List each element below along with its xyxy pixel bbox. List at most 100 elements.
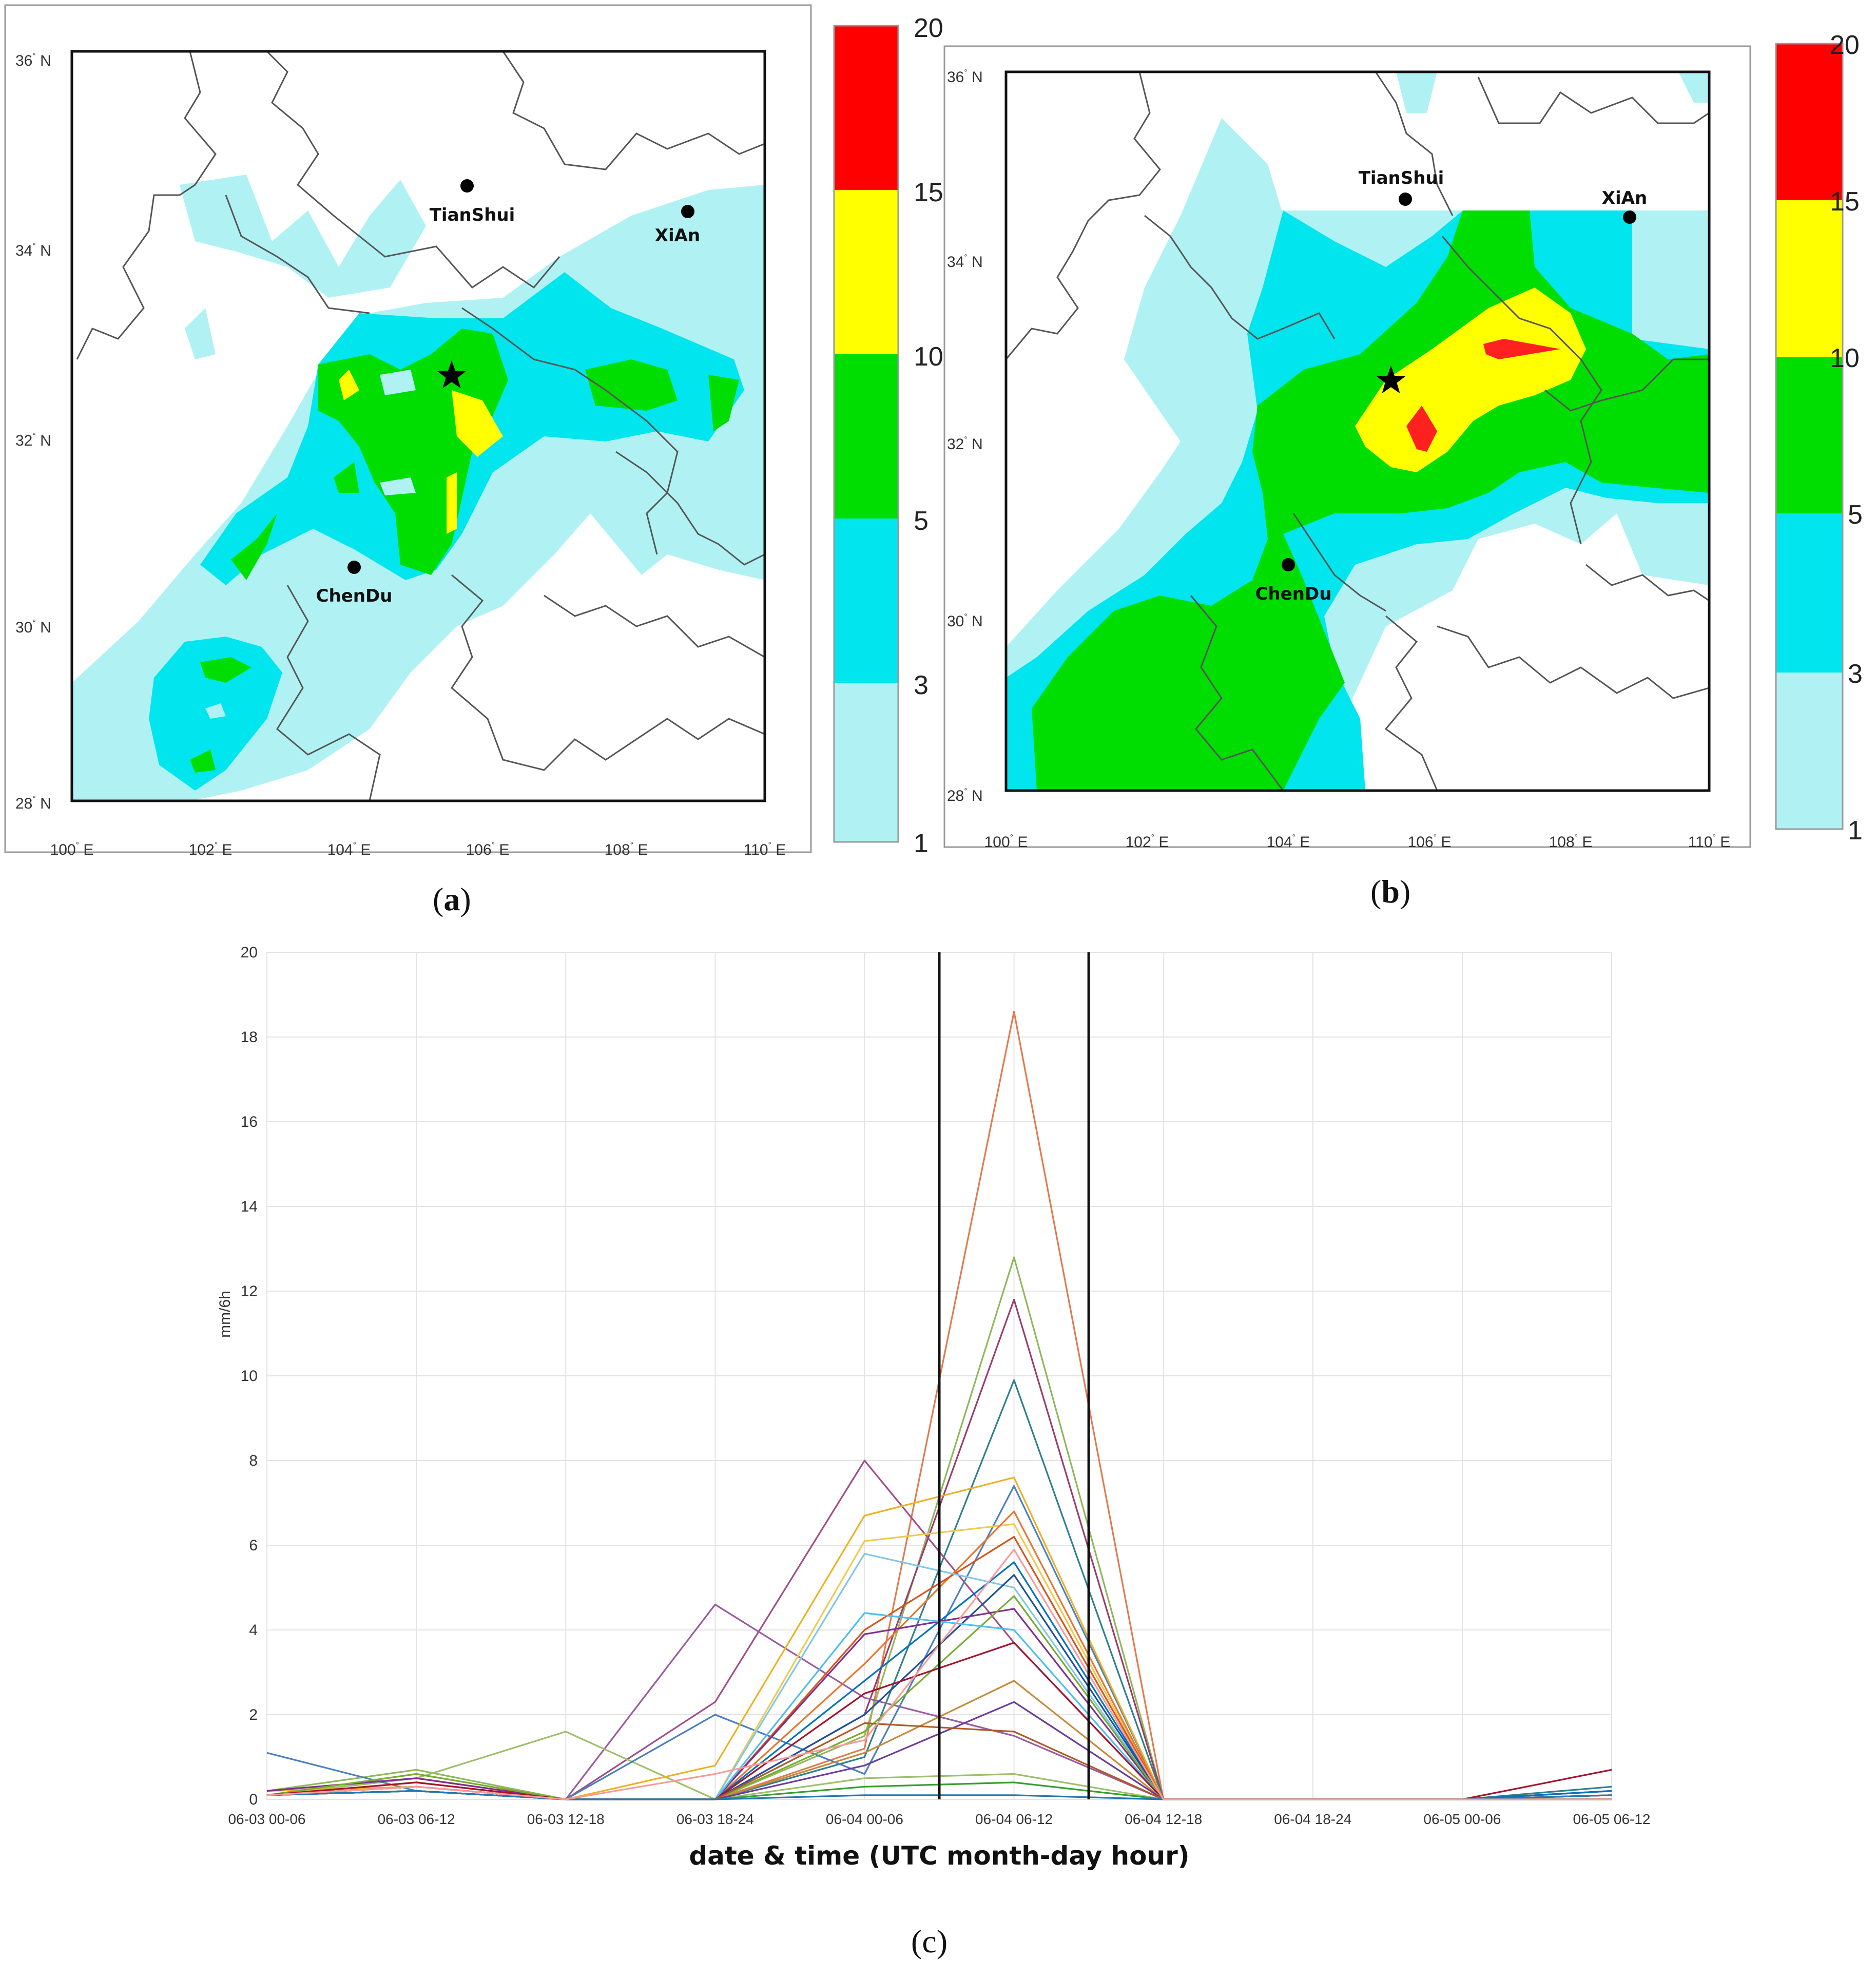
svg-text:100° E: 100° E [984,833,1028,851]
lon-suffix-b-102: E [1158,834,1169,851]
svg-text:30° N: 30° N [15,619,51,636]
colorbar-a-swatch-5-10 [834,354,898,519]
svg-text:28° N: 28° N [947,787,983,804]
colorbar-a-swatch-15-20 [834,26,898,190]
line-chart-c: 0 2 4 6 8 10 12 14 16 18 20 06-03 00-06 06-03 06-12… [217,944,1651,1871]
svg-text:104° E: 104° E [327,841,371,858]
y-axis-label: mm/6h [217,1291,234,1338]
colorbar-b-swatch-15-20 [1776,44,1843,200]
y-tick-label: 20 [241,944,258,961]
lat-tick-a-36: 36 [15,52,32,69]
epicenter-star-icon-b [1376,366,1406,394]
y-tick-label: 12 [241,1283,258,1300]
city-marker-xian-b [1623,210,1636,224]
lon-suffix-b-104: E [1300,834,1310,851]
svg-text:32° N: 32° N [947,435,983,453]
lat-tick-b-32: 32 [947,436,964,453]
x-axis-label: date & time (UTC month-day hour) [689,1841,1189,1871]
panel-label-c-letter: c [922,1923,937,1960]
lon-tick-b-104: 104 [1267,834,1292,851]
x-tick-label: 06-04 12-18 [1125,1811,1202,1827]
map-a-band-10-15-3 [339,370,359,400]
colorbar-a-label-10: 10 [914,342,943,372]
lat-tick-b-30: 30 [947,613,964,630]
x-tick-label: 06-03 06-12 [378,1811,455,1827]
svg-text:34° N: 34° N [947,253,983,271]
map-panel-b: TianShui XiAn ChenDu 36° N 34° N 32° N 3… [943,30,1863,851]
colorbar-a-swatch-3-5 [834,519,898,683]
window-lines [938,952,1090,1799]
lat-tick-a-28: 28 [15,795,32,812]
lon-suffix-a-108: E [637,841,648,858]
lon-tick-a-100: 100 [50,841,76,858]
svg-text:106° E: 106° E [1408,833,1452,851]
lat-suffix-a-30: N [40,619,51,636]
map-b-lon-ticks: 100° E 102° E 104° E 106° E 108° E 110° … [984,833,1731,851]
epicenter-star-icon-a [437,360,467,389]
lat-tick-b-34: 34 [947,254,964,271]
map-a-light-spot-1 [380,370,416,395]
y-tick-label: 8 [249,1452,258,1469]
city-marker-tianshui-a [460,179,474,193]
city-marker-xian-a [681,205,694,218]
lat-tick-b-36: 36 [947,69,964,86]
panel-label-c-open: ( [911,1923,922,1960]
map-a-band-5-10-sw [200,657,252,683]
svg-text:106° E: 106° E [466,841,510,858]
lon-tick-b-100: 100 [984,834,1010,851]
map-panel-a: TianShui XiAn ChenDu 36° N 34° N 32° N 3… [4,4,943,858]
map-b-band-15-20-2 [1406,406,1437,452]
lat-suffix-b-34: N [972,254,983,271]
lon-tick-a-108: 108 [605,841,630,858]
colorbar-a-label-3: 3 [914,670,929,700]
lat-tick-a-34: 34 [15,242,32,259]
map-a-band-5-10-far-east [708,375,739,431]
map-a-boundaries [76,51,765,801]
x-tick-label: 06-05 06-12 [1573,1811,1650,1827]
lat-suffix-a-36: N [40,52,51,69]
map-b-band-15-20 [1483,339,1560,359]
svg-text:108° E: 108° E [1549,833,1593,851]
colorbar-b-label-10: 10 [1830,343,1860,373]
map-a-band-5-10-sw2 [190,750,216,773]
map-a-light-spot-3 [205,703,226,719]
lon-suffix-a-106: E [499,841,509,858]
svg-text:28° N: 28° N [15,795,51,812]
lat-suffix-a-32: N [40,432,51,449]
city-marker-chendu-b [1282,558,1295,571]
map-b-band-1-3-ne [1678,72,1709,103]
map-b-fill [1006,72,1709,791]
svg-text:108° E: 108° E [605,841,648,858]
svg-text:110° E: 110° E [744,841,786,858]
x-tick-label: 06-04 00-06 [826,1811,903,1827]
lon-suffix-b-100: E [1017,834,1028,851]
lat-suffix-b-36: N [972,69,983,86]
y-tick-label: 16 [241,1114,258,1130]
lat-tick-a-30: 30 [15,619,32,636]
colorbar-b-label-3: 3 [1848,659,1863,689]
map-a-band-10-15-2 [447,472,457,534]
svg-text:34° N: 34° N [15,242,51,259]
map-a-band-5-10-west [231,513,277,580]
map-a-band-10-15 [452,390,503,457]
panel-label-c: (c) [911,1923,947,1961]
map-a-band-5-10-mid [334,462,359,493]
y-tick-label: 0 [249,1791,258,1808]
colorbar-b-swatch-1-3 [1776,673,1843,829]
colorbar-b-swatch-3-5 [1776,513,1843,673]
x-axis-ticks: 06-03 00-06 06-03 06-12 06-03 12-18 06-03 1… [228,1811,1650,1827]
map-b-lat-ticks: 36° N 34° N 32° N 30° N 28° N [947,68,983,804]
lon-suffix-b-108: E [1582,834,1592,851]
panel-label-b-close: ) [1399,873,1411,910]
city-marker-tianshui-b [1399,193,1412,206]
lat-tick-b-28: 28 [947,788,964,804]
x-tick-label: 06-03 18-24 [676,1811,754,1827]
map-a-light-spot-2 [380,477,416,495]
lon-suffix-b-110: E [1720,834,1730,851]
lat-suffix-b-32: N [972,436,983,453]
panel-label-a: (a) [433,880,471,918]
colorbar-a: 20 15 10 5 3 1 [833,13,943,858]
map-b-band-1-3-north [1396,72,1437,113]
svg-text:36° N: 36° N [15,52,51,69]
svg-text:102° E: 102° E [189,841,233,858]
